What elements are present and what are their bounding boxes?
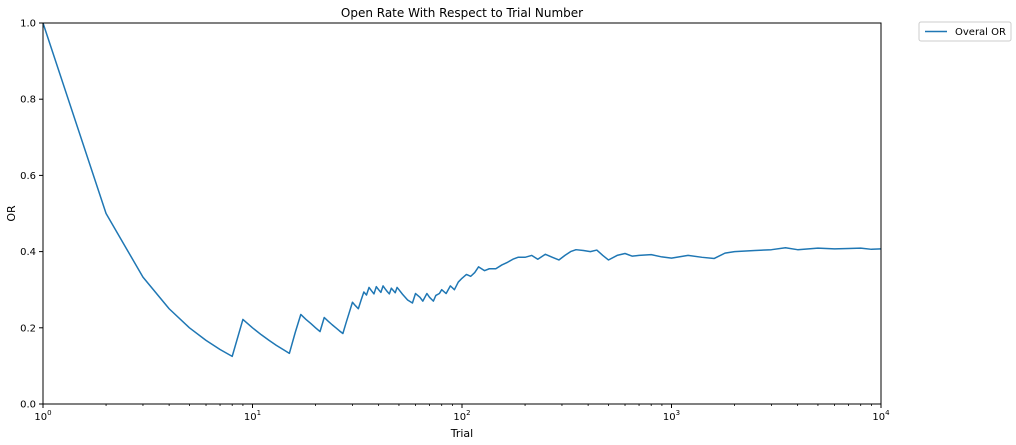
series-layer xyxy=(42,22,882,358)
y-tick-label: 0.8 xyxy=(20,95,36,106)
y-axis-label: OR xyxy=(5,205,18,222)
y-tick-label: 0.0 xyxy=(20,400,36,411)
y-tick-label: 1.0 xyxy=(20,19,36,30)
x-tick-label: 102 xyxy=(453,409,470,423)
legend-label: Overal OR xyxy=(955,27,1006,38)
x-tick-label: 100 xyxy=(34,409,51,423)
series-line-overal-or xyxy=(42,22,882,358)
plot-area xyxy=(43,23,881,404)
y-tick-label: 0.2 xyxy=(20,323,36,334)
x-tick-label: 104 xyxy=(872,409,890,423)
x-tick-label: 103 xyxy=(663,409,680,423)
chart-title: Open Rate With Respect to Trial Number xyxy=(341,6,583,20)
x-tick-label: 101 xyxy=(244,409,261,423)
y-tick-label: 0.6 xyxy=(20,171,36,182)
legend[interactable]: Overal OR xyxy=(918,21,1012,42)
x-axis-label: Trial xyxy=(450,427,473,440)
ticks-layer: 0.0 0.2 0.4 0.6 0.8 1.0 100 101 102 103 104 xyxy=(20,19,890,424)
legend-box xyxy=(918,21,1012,42)
y-tick-label: 0.4 xyxy=(20,247,36,258)
